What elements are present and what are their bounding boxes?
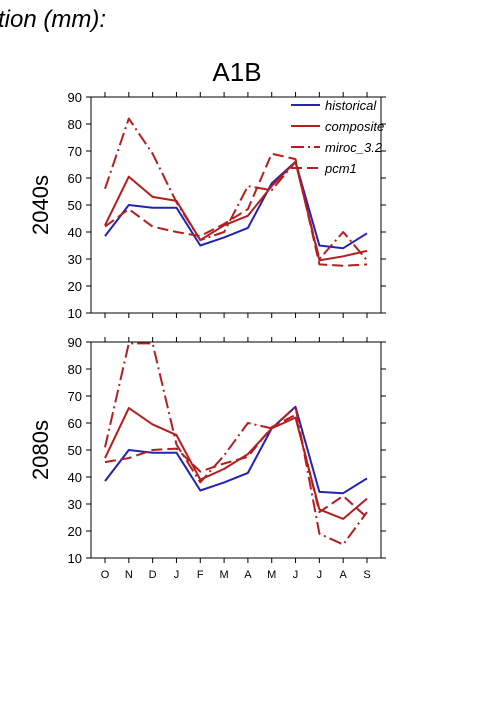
y-tick-label: 30 [68,497,82,512]
series-line-historical [104,405,368,495]
legend-label: pcm1 [324,161,357,176]
x-tick-label: A [244,569,252,581]
y-tick-label: 70 [68,144,82,159]
y-tick-label: 10 [68,306,82,321]
series-line-historical [104,160,368,250]
series-line-composite [104,407,368,520]
y-tick-label: 40 [68,225,82,240]
panel-2080s: 10 20 30 40 50 60 70 80 90 O N D J F M A M J J A S 2080s [28,335,386,581]
y-tick-label: 90 [68,90,82,105]
header-title: tion (mm): [0,6,106,33]
x-tick-label: N [125,569,133,581]
row-label: 2080s [28,420,53,480]
x-tick-label: S [363,569,370,581]
panel-2040s: 10 20 30 40 50 60 70 80 90 2040s historical composi… [28,90,386,321]
y-tick-label: 80 [68,117,82,132]
y-tick-label: 50 [68,198,82,213]
y-tick-label: 30 [68,252,82,267]
y-tick-label: 80 [68,362,82,377]
y-tick-label: 20 [68,524,82,539]
x-tick-label: F [197,569,204,581]
x-tick-label: D [149,569,157,581]
y-tick-label: 60 [68,416,82,431]
y-tick-label: 20 [68,279,82,294]
y-tick-label: 90 [68,335,82,350]
y-tick-label: 60 [68,171,82,186]
legend-label: miroc_3.2 [325,140,383,155]
y-tick-label: 10 [68,551,82,566]
x-tick-label: A [340,569,348,581]
x-tick-label: J [293,569,299,581]
chart-panels: 10 20 30 40 50 60 70 80 90 2040s historical composi… [28,90,386,581]
series-line-pcm1 [104,413,368,519]
series-line-miroc-3-2 [104,117,368,262]
x-tick-label: M [220,569,229,581]
x-tick-label: J [317,569,323,581]
y-tick-label: 40 [68,470,82,485]
x-tick-label: M [267,569,276,581]
series-line-composite [104,160,368,262]
x-tick-label: J [174,569,180,581]
y-tick-label: 70 [68,389,82,404]
legend: historical composite miroc_3.2 pcm1 [291,98,384,176]
series-line-pcm1 [104,152,368,267]
y-tick-label: 50 [68,443,82,458]
chart-title: A1B [212,57,261,87]
legend-label: composite [325,119,384,134]
x-tick-label: O [101,569,110,581]
row-label: 2040s [28,175,53,235]
legend-label: historical [325,98,377,113]
series-line-miroc-3-2 [104,342,368,546]
